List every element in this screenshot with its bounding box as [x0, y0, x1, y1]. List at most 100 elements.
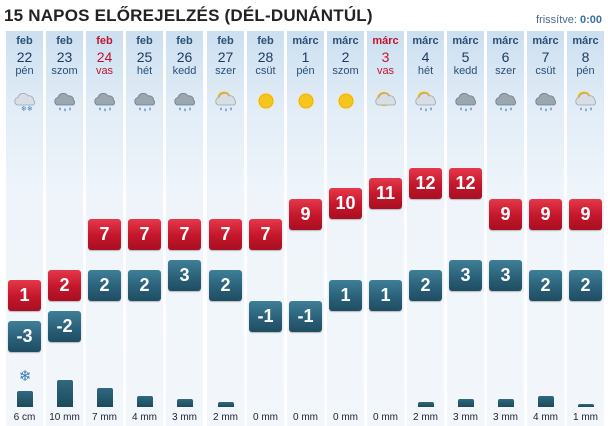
day-weekday: hét	[136, 65, 153, 77]
day-number: 3	[381, 49, 390, 65]
day-number: 6	[501, 49, 510, 65]
partly-cloudy-icon	[375, 91, 397, 107]
min-temp-badge: 2	[409, 270, 442, 301]
max-temp-badge: 2	[48, 270, 81, 301]
svg-text:❄: ❄	[27, 105, 33, 112]
day-month: márc	[332, 35, 359, 47]
day-weekday: hét	[417, 65, 434, 77]
day-number: 2	[341, 49, 350, 65]
max-temp-badge: 9	[569, 199, 602, 230]
sun-cloud-rain-icon	[415, 90, 437, 112]
precip-label: 4 mm	[533, 412, 558, 423]
rain-snow-cloud-icon	[54, 92, 76, 112]
day-weekday: szom	[51, 65, 78, 77]
day-column: márc 5 kedd 12 3 3 mm	[447, 31, 484, 426]
day-number: 25	[136, 49, 153, 65]
max-temp-badge: 7	[249, 219, 282, 250]
rain-cloud-icon	[495, 92, 517, 112]
day-weekday: szom	[332, 65, 359, 77]
rain-cloud-icon	[134, 92, 156, 112]
day-number: 27	[217, 49, 234, 65]
precip-label: 3 mm	[453, 412, 478, 423]
min-temp-badge: 1	[329, 280, 362, 311]
day-column: márc 1 pén 9 -1 0 mm	[287, 31, 324, 426]
rain-cloud-icon	[174, 92, 196, 112]
max-temp-badge: 7	[209, 219, 242, 250]
precip-bar	[538, 396, 554, 407]
sun-icon	[337, 92, 355, 110]
day-weekday: pén	[296, 65, 315, 77]
day-weekday: csüt	[255, 65, 276, 77]
day-number: 5	[461, 49, 470, 65]
rain-cloud-icon	[535, 92, 557, 112]
max-temp-badge: 12	[449, 168, 482, 199]
min-temp-badge: 3	[489, 260, 522, 291]
max-temp-badge: 7	[168, 219, 201, 250]
day-column: feb 22 pén ❄ ❄ 1 -3 ❄ 6 cm	[6, 31, 43, 426]
updated-label: frissítve:	[536, 14, 577, 26]
day-weekday: kedd	[172, 65, 197, 77]
precip-label: 0 mm	[293, 412, 318, 423]
precip-label: 3 mm	[493, 412, 518, 423]
day-month: márc	[572, 35, 599, 47]
day-weekday: kedd	[453, 65, 478, 77]
precip-label: 1 mm	[573, 412, 598, 423]
day-column: feb 24 vas 7 2 7 mm	[86, 31, 123, 426]
day-number: 24	[96, 49, 113, 65]
day-month: feb	[96, 35, 113, 47]
svg-text:❄: ❄	[21, 105, 27, 112]
day-number: 7	[541, 49, 550, 65]
day-number: 1	[301, 49, 310, 65]
day-column: márc 4 hét 12 2 2 mm	[407, 31, 444, 426]
sun-icon	[257, 92, 275, 110]
min-temp-badge: 3	[168, 260, 201, 291]
day-column: feb 27 szer 7 2 2 mm	[207, 31, 244, 426]
precip-bar	[177, 399, 193, 407]
day-month: márc	[372, 35, 399, 47]
day-weekday: pén	[15, 65, 34, 77]
day-weekday: szer	[215, 65, 236, 77]
day-month: feb	[56, 35, 73, 47]
day-weekday: vas	[95, 65, 114, 77]
min-temp-badge: -3	[8, 321, 41, 352]
min-temp-badge: 3	[449, 260, 482, 291]
day-column: feb 26 kedd 7 3 3 mm	[166, 31, 203, 426]
day-number: 22	[16, 49, 33, 65]
day-month: feb	[176, 35, 193, 47]
day-number: 26	[176, 49, 193, 65]
min-temp-badge: 1	[369, 280, 402, 311]
precip-label: 0 mm	[253, 412, 278, 423]
day-month: márc	[412, 35, 439, 47]
max-temp-badge: 10	[329, 188, 362, 219]
precip-label: 10 mm	[49, 412, 80, 423]
day-weekday: vas	[376, 65, 395, 77]
precip-label: 0 mm	[333, 412, 358, 423]
snowy-cloud-icon: ❄ ❄	[14, 92, 36, 112]
min-temp-badge: -1	[249, 301, 282, 332]
rain-cloud-icon	[455, 92, 477, 112]
precip-label: 2 mm	[413, 412, 438, 423]
max-temp-badge: 1	[8, 280, 41, 311]
day-month: feb	[136, 35, 153, 47]
precip-bar	[498, 399, 514, 407]
day-column: feb 28 csüt 7 -1 0 mm	[247, 31, 284, 426]
snowflake-icon: ❄	[18, 368, 32, 385]
min-temp-badge: 2	[209, 270, 242, 301]
precip-bar	[578, 404, 594, 407]
day-weekday: csüt	[535, 65, 556, 77]
day-column: márc 2 szom 10 1 0 mm	[327, 31, 364, 426]
max-temp-badge: 9	[529, 199, 562, 230]
day-column: márc 7 csüt 9 2 4 mm	[527, 31, 564, 426]
sun-icon	[297, 92, 315, 110]
max-temp-badge: 7	[88, 219, 121, 250]
max-temp-badge: 9	[289, 199, 322, 230]
day-number: 4	[421, 49, 430, 65]
precip-bar	[218, 402, 234, 407]
precip-bar	[97, 388, 113, 407]
day-month: feb	[16, 35, 33, 47]
day-column: feb 25 hét 7 2 4 mm	[126, 31, 163, 426]
day-number: 8	[581, 49, 590, 65]
day-month: feb	[257, 35, 274, 47]
min-temp-badge: 2	[88, 270, 121, 301]
max-temp-badge: 9	[489, 199, 522, 230]
